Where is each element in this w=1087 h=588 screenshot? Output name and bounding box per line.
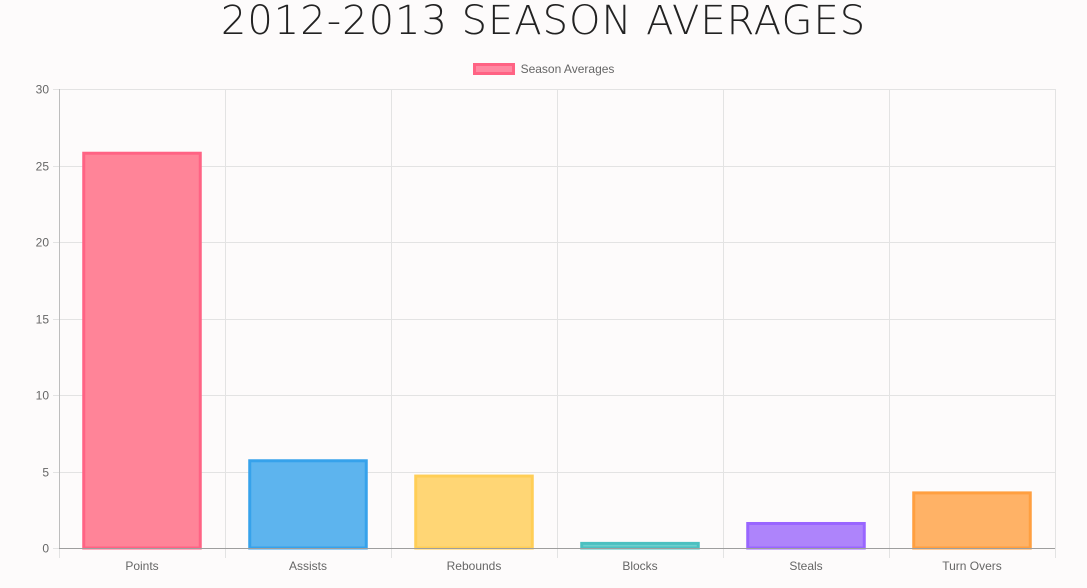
x-tick-label: Turn Overs <box>942 559 1002 573</box>
page-title: 2012-2013 SEASON AVERAGES <box>220 0 867 44</box>
x-tick-label: Assists <box>289 559 327 573</box>
bar-turn-overs[interactable] <box>912 491 1032 550</box>
chart-grid <box>53 89 1056 558</box>
y-tick-label: 5 <box>42 466 49 480</box>
y-tick-label: 25 <box>36 160 50 174</box>
x-tick-label: Points <box>125 559 158 573</box>
x-tick-label: Rebounds <box>447 559 502 573</box>
bar-rebounds[interactable] <box>414 474 534 550</box>
bar-blocks[interactable] <box>580 541 700 550</box>
bar-steals[interactable] <box>746 521 866 550</box>
chart-legend[interactable]: Season Averages <box>0 62 1087 76</box>
chart-bars <box>82 151 1032 550</box>
y-tick-label: 10 <box>36 389 50 403</box>
bar-assists[interactable] <box>248 459 368 550</box>
x-tick-label: Steals <box>789 559 822 573</box>
bar-points[interactable] <box>82 151 202 550</box>
x-tick-label: Blocks <box>622 559 657 573</box>
y-axis-ticks: 0 5 10 15 20 25 30 <box>36 83 50 556</box>
y-tick-label: 20 <box>36 236 50 250</box>
x-axis-ticks: Points Assists Rebounds Blocks Steals Turn Ov… <box>125 559 1001 573</box>
y-tick-label: 0 <box>42 542 49 556</box>
y-tick-label: 15 <box>36 313 50 327</box>
chart-axes <box>59 89 1055 549</box>
legend-label: Season Averages <box>520 62 615 76</box>
y-tick-label: 30 <box>36 83 50 97</box>
legend-swatch <box>472 63 515 75</box>
